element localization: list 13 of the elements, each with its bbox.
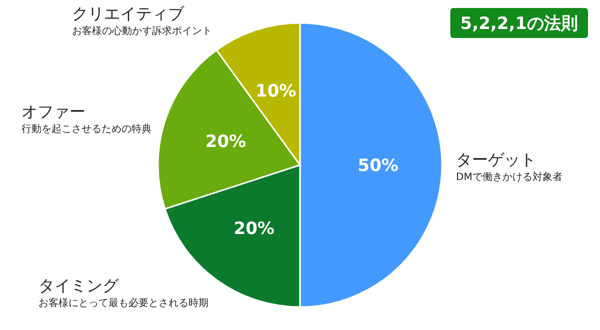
data-label: 50% (358, 156, 398, 176)
data-label: 10% (256, 82, 296, 102)
slice-label: オファー (22, 102, 86, 121)
slice-label: クリエイティブ (72, 4, 185, 23)
slice-label: タイミング (38, 276, 120, 296)
slice-label: ターゲット (456, 150, 536, 169)
data-label: 20% (205, 132, 246, 152)
text: DMで働きかける対象者 (456, 171, 562, 183)
text: お客様の心動かす訴求ポイント (72, 25, 212, 37)
data-label: 20% (234, 219, 274, 240)
text: 行動を起こさせるための特典 (22, 122, 152, 135)
text: お客様にとって最も必要とされる時期 (38, 297, 208, 310)
text: 5,2,2,1の法則 (460, 14, 578, 34)
